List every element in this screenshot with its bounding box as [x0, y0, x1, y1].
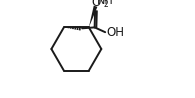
Text: NH: NH	[97, 0, 113, 6]
Text: OH: OH	[106, 26, 124, 39]
Polygon shape	[89, 6, 98, 27]
Text: O: O	[91, 0, 100, 9]
Text: 2: 2	[103, 0, 108, 9]
